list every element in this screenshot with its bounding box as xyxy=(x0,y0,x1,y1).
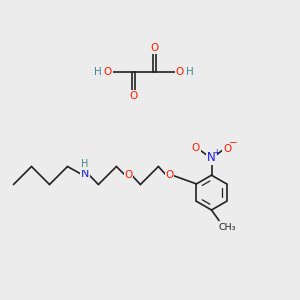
Text: +: + xyxy=(213,148,220,157)
Text: N: N xyxy=(80,169,89,179)
Text: H: H xyxy=(186,67,194,77)
Text: O: O xyxy=(165,170,174,181)
Text: O: O xyxy=(176,67,184,77)
Text: H: H xyxy=(81,159,88,169)
Text: O: O xyxy=(129,91,138,101)
Text: O: O xyxy=(192,143,200,153)
Text: O: O xyxy=(223,144,231,154)
Text: H: H xyxy=(94,67,102,77)
Text: O: O xyxy=(150,43,159,53)
Text: O: O xyxy=(104,67,112,77)
Text: CH₃: CH₃ xyxy=(218,223,236,232)
Text: N: N xyxy=(207,151,216,164)
Text: −: − xyxy=(229,138,238,148)
Text: O: O xyxy=(124,170,133,181)
